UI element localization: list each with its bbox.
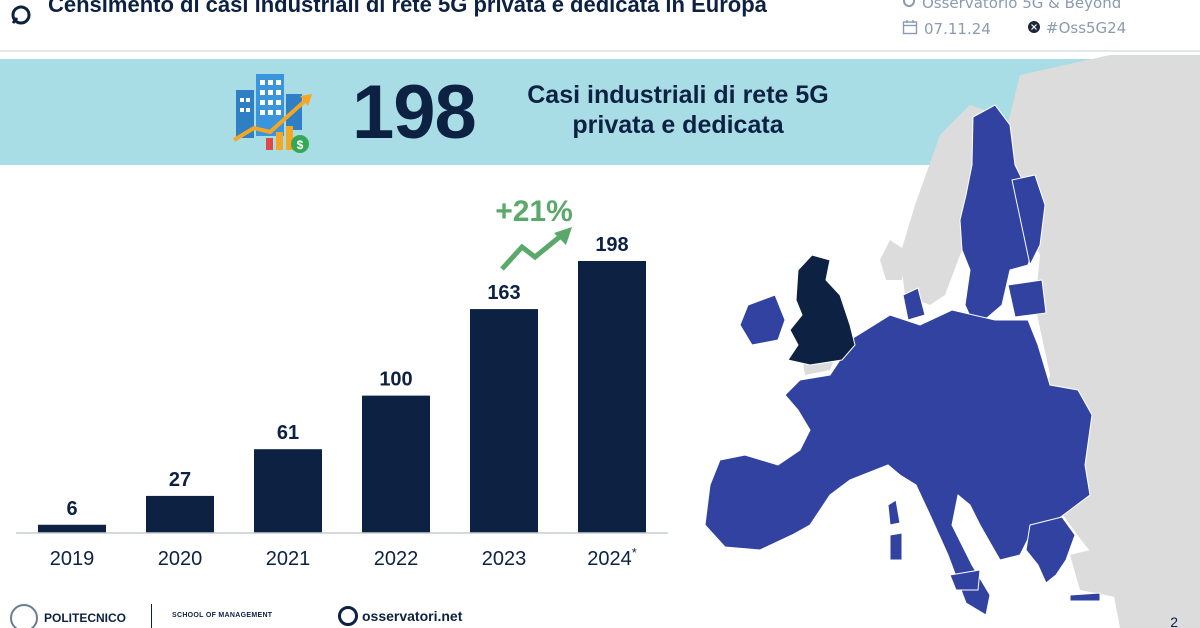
source-row: Osservatorio 5G & Beyond — [902, 0, 1121, 12]
buildings-growth-icon: $ — [232, 74, 312, 153]
osservatori-label: osservatori.net — [362, 608, 463, 624]
value-label: 61 — [277, 422, 299, 444]
category-label: 2020 — [158, 548, 203, 570]
category-label: 2021 — [266, 548, 311, 570]
politecnico-label: POLITECNICO — [44, 611, 127, 625]
bar-2024 — [578, 261, 646, 533]
footer-divider — [151, 604, 152, 628]
osservatori-small-icon — [902, 0, 916, 12]
bar-2019 — [38, 524, 106, 533]
osservatori-ring-icon — [338, 606, 358, 626]
osservatori-logo-icon — [11, 5, 31, 25]
value-label: 27 — [169, 469, 191, 491]
date-label: 07.11.24 — [924, 20, 991, 38]
total-count: 198 — [352, 70, 477, 155]
school-label: SCHOOL OF MANAGEMENT — [172, 612, 273, 619]
source-label: Osservatorio 5G & Beyond — [922, 0, 1122, 12]
value-label: 100 — [379, 369, 412, 391]
labels-group: 6 2019 27 2020 61 2021 100 2022 163 2023 198 2024* — [50, 234, 637, 570]
growth-label: +21% — [495, 195, 573, 228]
growth-arrow-icon — [500, 233, 564, 271]
x-logo-icon — [1028, 19, 1040, 37]
bar-2020 — [146, 495, 214, 533]
value-label: 6 — [66, 498, 77, 520]
osservatori-footer-logo: osservatori.net — [338, 606, 462, 626]
bar-chart: 62019272020612021100202216320231982024* … — [16, 195, 668, 570]
bar-2022 — [362, 395, 430, 533]
hashtag-row: #Oss5G24 — [1028, 19, 1126, 37]
europe-map — [704, 55, 1200, 628]
politecnico-seal-icon — [10, 604, 38, 628]
banner-caption-line2: privata e dedicata — [572, 111, 784, 139]
slide-footer: POLITECNICO SCHOOL OF MANAGEMENT osserva… — [0, 596, 1200, 628]
banner-caption: Casi industriali di rete 5G privata e de… — [488, 80, 868, 140]
date-row: 07.11.24 — [902, 19, 991, 39]
bar-2023 — [470, 309, 538, 533]
bars-group — [38, 261, 646, 533]
eu-countries — [704, 104, 1101, 616]
category-label: 2019 — [50, 548, 95, 570]
growth-arrow-head — [554, 227, 572, 245]
politecnico-logo: POLITECNICO — [10, 604, 126, 628]
svg-text:$: $ — [297, 138, 304, 152]
growth-annotation: +21% — [495, 195, 573, 271]
category-label: 2023 — [482, 548, 527, 570]
category-label: 2024* — [587, 545, 637, 570]
slide-header: Censimento di casi industriali di rete 5… — [0, 0, 1200, 52]
page-title: Censimento di casi industriali di rete 5… — [48, 0, 767, 17]
hashtag-label: #Oss5G24 — [1046, 19, 1127, 37]
category-label: 2022 — [374, 548, 419, 570]
bar-2021 — [254, 449, 322, 533]
banner-caption-line1: Casi industriali di rete 5G — [527, 81, 829, 109]
value-label: 163 — [487, 282, 520, 304]
uk-region — [787, 254, 856, 366]
value-label: 198 — [595, 234, 628, 256]
page-number: 2 — [1170, 614, 1178, 628]
calendar-icon — [902, 19, 918, 39]
